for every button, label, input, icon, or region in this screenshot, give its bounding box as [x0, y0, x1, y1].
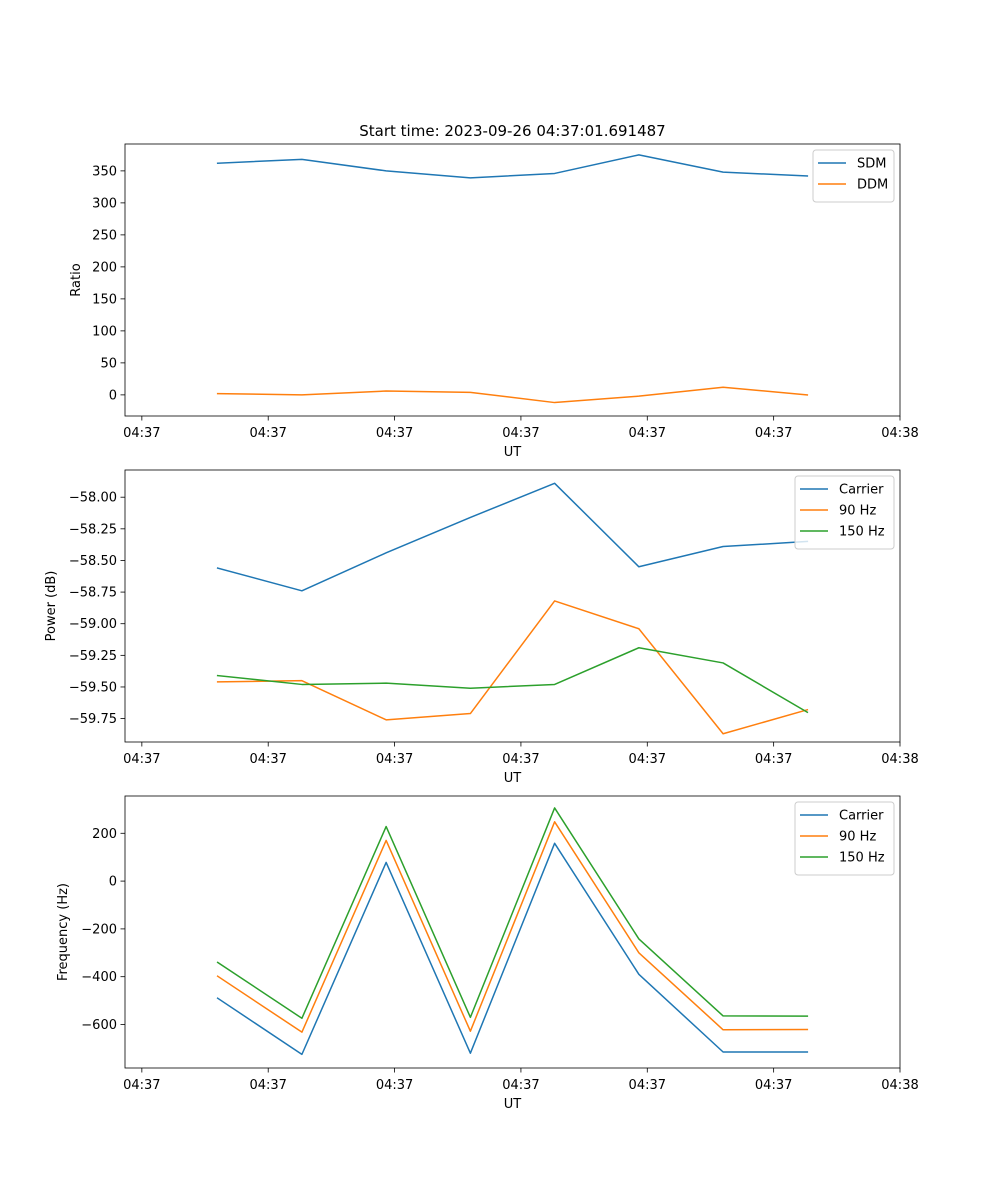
series-line-150-hz	[216, 807, 809, 1020]
x-tick-label: 04:37	[376, 752, 413, 767]
x-tick-label: 04:38	[881, 1078, 918, 1093]
y-tick-label: 0	[109, 388, 117, 403]
x-tick-label: 04:37	[249, 752, 286, 767]
axes-frame	[124, 143, 901, 417]
y-tick-label: −59.75	[69, 712, 117, 727]
y-tick-label: 200	[92, 260, 117, 275]
x-tick-label: 04:38	[881, 752, 918, 767]
series-line-carrier	[216, 482, 809, 592]
x-tick-label: 04:37	[249, 426, 286, 441]
axes-frame	[124, 795, 901, 1069]
y-tick-label: 150	[92, 292, 117, 307]
y-tick-label: −58.75	[69, 586, 117, 601]
y-tick-label: −58.25	[69, 522, 117, 537]
legend-label: Carrier	[839, 483, 884, 498]
y-tick-label: 100	[92, 324, 117, 339]
y-tick-label: 250	[92, 228, 117, 243]
x-tick-label: 04:37	[376, 426, 413, 441]
series-line-sdm	[216, 154, 809, 179]
figure-title: Start time: 2023-09-26 04:37:01.691487	[359, 122, 665, 140]
x-tick-label: 04:37	[755, 426, 792, 441]
y-axis-label: Frequency (Hz)	[56, 883, 71, 981]
series-line-150-hz	[216, 647, 809, 714]
series-line-ddm	[216, 386, 809, 404]
y-tick-label: −59.50	[69, 680, 117, 695]
plot-area	[125, 144, 900, 416]
x-tick-label: 04:37	[629, 752, 666, 767]
legend-label: 150 Hz	[839, 851, 885, 866]
x-axis-label: UT	[504, 1097, 522, 1112]
plot-area	[125, 796, 900, 1068]
y-tick-label: −400	[81, 970, 117, 985]
legend-label: Carrier	[839, 809, 884, 824]
panels: 04:37 04:37 04:37 04:37 04:37 04:37 04:38 0 50 10…	[44, 143, 919, 1112]
legend: Carrier 90 Hz 150 Hz	[794, 801, 895, 876]
y-tick-label: −58.00	[69, 491, 117, 506]
chart-panel-3: 04:37 04:37 04:37 04:37 04:37 04:37 04:38 −600 −…	[56, 795, 919, 1112]
x-tick-label: 04:37	[502, 1078, 539, 1093]
y-tick-label: 300	[92, 196, 117, 211]
x-tick-label: 04:37	[629, 426, 666, 441]
chart-panel-2: 04:37 04:37 04:37 04:37 04:37 04:37 04:38 −59.7…	[44, 469, 919, 786]
y-tick-label: 200	[92, 827, 117, 842]
legend-label: 90 Hz	[839, 830, 876, 845]
legend: SDM DDM	[812, 149, 895, 203]
x-tick-label: 04:37	[502, 752, 539, 767]
legend-label: SDM	[857, 157, 886, 172]
y-tick-label: −200	[81, 922, 117, 937]
legend-label: 90 Hz	[839, 504, 876, 519]
y-tick-label: −59.25	[69, 649, 117, 664]
x-axis-label: UT	[504, 771, 522, 786]
y-tick-label: −58.50	[69, 554, 117, 569]
legend-label: 150 Hz	[839, 525, 885, 540]
y-tick-label: −59.00	[69, 617, 117, 632]
x-tick-label: 04:37	[123, 752, 160, 767]
y-tick-label: 350	[92, 164, 117, 179]
y-tick-label: 50	[100, 356, 117, 371]
chart-panel-1: 04:37 04:37 04:37 04:37 04:37 04:37 04:38 0 50 10…	[69, 143, 919, 460]
x-tick-label: 04:37	[376, 1078, 413, 1093]
series-line-90-hz	[216, 600, 809, 735]
x-axis-label: UT	[504, 445, 522, 460]
x-tick-label: 04:37	[123, 1078, 160, 1093]
series-line-90-hz	[216, 821, 809, 1033]
x-tick-label: 04:38	[881, 426, 918, 441]
x-tick-label: 04:37	[755, 1078, 792, 1093]
x-tick-label: 04:37	[629, 1078, 666, 1093]
axes-frame	[124, 469, 901, 743]
series-line-carrier	[216, 842, 809, 1056]
legend-label: DDM	[857, 178, 888, 193]
y-tick-label: −600	[81, 1018, 117, 1033]
x-tick-label: 04:37	[249, 1078, 286, 1093]
x-tick-label: 04:37	[123, 426, 160, 441]
y-axis-label: Ratio	[69, 263, 84, 296]
plot-area	[125, 470, 900, 742]
y-axis-label: Power (dB)	[44, 571, 59, 642]
y-tick-label: 0	[109, 875, 117, 890]
x-tick-label: 04:37	[755, 752, 792, 767]
legend: Carrier 90 Hz 150 Hz	[794, 475, 895, 550]
x-tick-label: 04:37	[502, 426, 539, 441]
